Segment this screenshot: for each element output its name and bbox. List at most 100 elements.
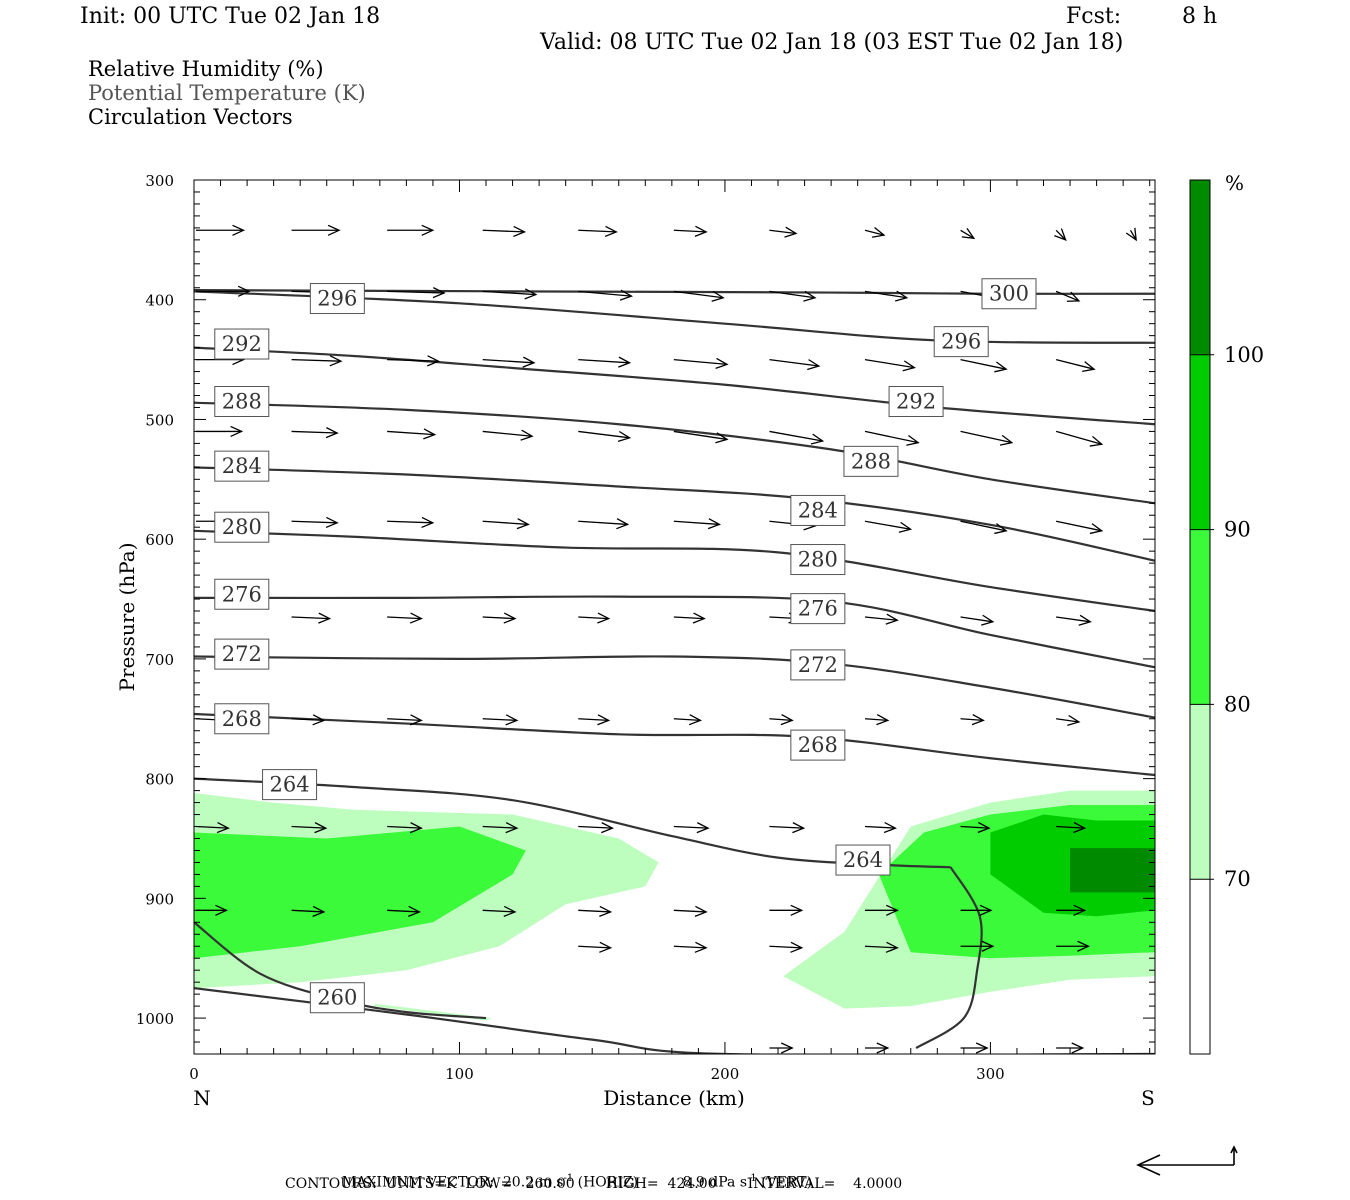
vector-head: [1066, 291, 1081, 302]
max-horiz-unit: (HORIZ): [573, 1174, 639, 1191]
vector-head: [1089, 523, 1104, 535]
circulation-vector: [960, 227, 976, 240]
vector-shaft: [387, 430, 435, 436]
vector-shaft: [482, 290, 536, 296]
contour-label: 264: [843, 848, 883, 872]
vector-head: [876, 714, 890, 726]
vector-shaft: [1055, 290, 1080, 302]
circulation-vector: [673, 941, 708, 953]
vector-head: [784, 226, 798, 238]
contour-label: 292: [222, 332, 262, 356]
max-vector-label: MAXIMUM VECTOR:: [342, 1174, 494, 1191]
vector-head: [871, 227, 886, 238]
circulation-vector: [291, 714, 326, 726]
contour-label-box: [214, 450, 270, 482]
vector-shaft: [673, 825, 709, 829]
circulation-vector: [960, 430, 1014, 446]
circulation-vector: [960, 614, 995, 626]
circulation-vector: [387, 714, 423, 726]
vector-shaft: [1056, 718, 1080, 723]
circulation-vector: [1056, 821, 1087, 834]
vector-shaft: [387, 718, 422, 722]
contour-label-box: [214, 385, 270, 417]
vector-head: [975, 1042, 989, 1054]
theta-contour: [194, 346, 1155, 426]
colorbar-frame: [1189, 179, 1211, 1055]
vector-head: [999, 434, 1014, 446]
colorbar-label: 80: [1224, 692, 1251, 716]
vector-head: [1082, 361, 1096, 372]
circulation-vector: [482, 714, 519, 726]
rh-region-100: [1070, 848, 1155, 893]
vector-head: [505, 822, 519, 834]
vector-shaft: [673, 290, 724, 299]
vector-head: [616, 518, 630, 530]
colorbar-segment: [1190, 354, 1210, 530]
contour-label: 268: [798, 733, 838, 757]
x-axis-label: Distance (km): [603, 1086, 745, 1110]
vector-head: [421, 224, 435, 236]
vector-head: [1089, 435, 1104, 447]
vector-shaft: [291, 430, 338, 434]
vector-head: [1073, 904, 1087, 916]
vector-head: [421, 516, 435, 529]
circulation-vector: [960, 821, 991, 834]
vector-head: [599, 941, 613, 953]
circulation-vector: [196, 425, 244, 438]
circulation-vector: [769, 822, 806, 834]
vector-head: [597, 612, 611, 624]
contour-label: 280: [798, 548, 838, 572]
x-tick-label: 100: [445, 1065, 474, 1083]
circulation-vector: [769, 290, 817, 302]
circulation-vector: [387, 428, 437, 440]
vector-shaft: [864, 430, 919, 444]
colorbar-segment: [1190, 879, 1210, 1054]
vector-shaft: [769, 229, 797, 235]
vector-shaft: [291, 909, 324, 913]
rh-region-80: [194, 826, 526, 959]
circulation-vector: [673, 430, 729, 444]
circulation-vector: [195, 822, 230, 834]
vector-shaft: [482, 229, 525, 233]
vector-head: [1073, 821, 1087, 834]
vector-shaft: [482, 909, 516, 913]
circulation-vector: [291, 905, 326, 917]
vector-head: [1077, 940, 1090, 952]
circulation-vector: [196, 285, 251, 297]
contour-label: 284: [798, 498, 838, 522]
vector-shaft: [673, 430, 728, 441]
vector-head: [807, 359, 821, 371]
circulation-vector: [1125, 227, 1137, 242]
vector-shaft: [482, 825, 517, 829]
circulation-vector: [578, 356, 632, 368]
circulation-vector: [769, 358, 821, 371]
vector-head: [790, 941, 804, 953]
vector-shaft: [482, 718, 517, 722]
vector-shaft: [482, 430, 533, 437]
vector-head: [237, 285, 251, 297]
vector-head: [790, 904, 804, 916]
colorbar-segment: [1190, 180, 1210, 355]
circulation-vector: [673, 822, 710, 834]
contour-label: 288: [851, 449, 891, 473]
circulation-vector: [387, 355, 441, 367]
vector-shaft: [578, 290, 632, 297]
vector-head: [327, 224, 341, 236]
circulation-vector: [482, 612, 517, 624]
vector-shaft: [482, 358, 535, 364]
init-time: Init: 00 UTC Tue 02 Jan 18: [80, 4, 381, 29]
vector-head: [601, 822, 615, 834]
vector-shaft: [578, 358, 630, 364]
colorbar-label: 90: [1224, 518, 1251, 542]
theta-contour: [194, 529, 1155, 613]
contour-label: 300: [989, 282, 1029, 306]
circulation-vector: [578, 822, 615, 834]
vector-head: [423, 428, 437, 440]
vector-shaft: [291, 358, 341, 362]
vector-head: [427, 355, 441, 367]
max-vert-value: 8.9 dPa s: [682, 1174, 748, 1191]
vector-shaft: [387, 909, 420, 913]
circulation-vector: [673, 518, 722, 530]
vector-head: [780, 714, 794, 726]
vector-head: [329, 355, 343, 367]
